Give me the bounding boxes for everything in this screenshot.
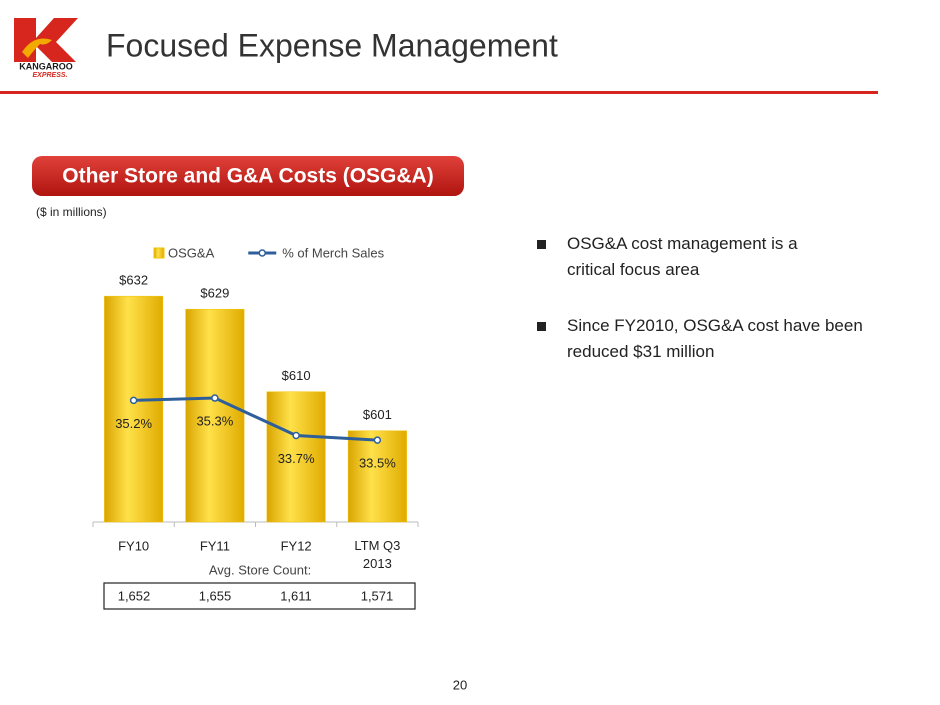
- bullet-marker: [537, 240, 546, 249]
- line-value-label: 33.7%: [278, 451, 315, 466]
- banner: [32, 156, 464, 196]
- x-tick-label: FY12: [281, 538, 312, 553]
- line-value-label: 33.5%: [359, 456, 396, 471]
- store-count: 1,571: [361, 588, 394, 603]
- line-value-label: 35.2%: [115, 416, 152, 431]
- legend-marker: [258, 249, 266, 257]
- line-marker: [211, 394, 219, 402]
- page-number: 20: [453, 677, 467, 692]
- bar-value-label: $629: [200, 286, 229, 301]
- line-marker: [373, 436, 382, 444]
- bullet-text: Since FY2010, OSG&A cost have been reduce…: [567, 316, 863, 361]
- bar: [104, 295, 164, 523]
- bullet-text: OSG&A cost management is a critical focus…: [567, 234, 798, 279]
- bar-value-label: $610: [282, 368, 311, 383]
- bar-value-label: $601: [363, 407, 392, 422]
- store-count: 1,611: [280, 588, 312, 603]
- logo-tagline: EXPRESS.: [32, 72, 67, 79]
- bar-value-label: $632: [119, 273, 148, 288]
- title-rule: [0, 91, 878, 94]
- bar: [185, 308, 245, 523]
- slide-title: Focused Expense Management: [106, 27, 558, 63]
- x-tick-label: FY11: [200, 538, 230, 553]
- bar: [266, 391, 326, 523]
- store-count: 1,655: [199, 588, 232, 603]
- logo-name: KANGAROO: [19, 61, 73, 71]
- x-tick-label: FY10: [118, 538, 149, 553]
- line-marker: [292, 431, 300, 440]
- store-count-box: [103, 582, 416, 610]
- legend-label: % of Merch Sales: [282, 245, 384, 260]
- line-marker: [129, 396, 138, 405]
- legend-swatch: [153, 247, 165, 259]
- store-count: 1,652: [118, 588, 151, 603]
- bullet-marker: [537, 322, 546, 331]
- bar: [347, 430, 407, 523]
- banner-text: Other Store and G&A Costs (OSG&A): [62, 165, 433, 188]
- x-tick-label: LTM Q3 2013: [354, 538, 400, 571]
- logo: [14, 18, 78, 62]
- note: ($ in millions): [36, 205, 107, 219]
- legend-label: OSG&A: [168, 245, 215, 260]
- line: [133, 396, 378, 442]
- store-count-label: Avg. Store Count:: [209, 562, 311, 577]
- line-value-label: 35.3%: [196, 413, 233, 428]
